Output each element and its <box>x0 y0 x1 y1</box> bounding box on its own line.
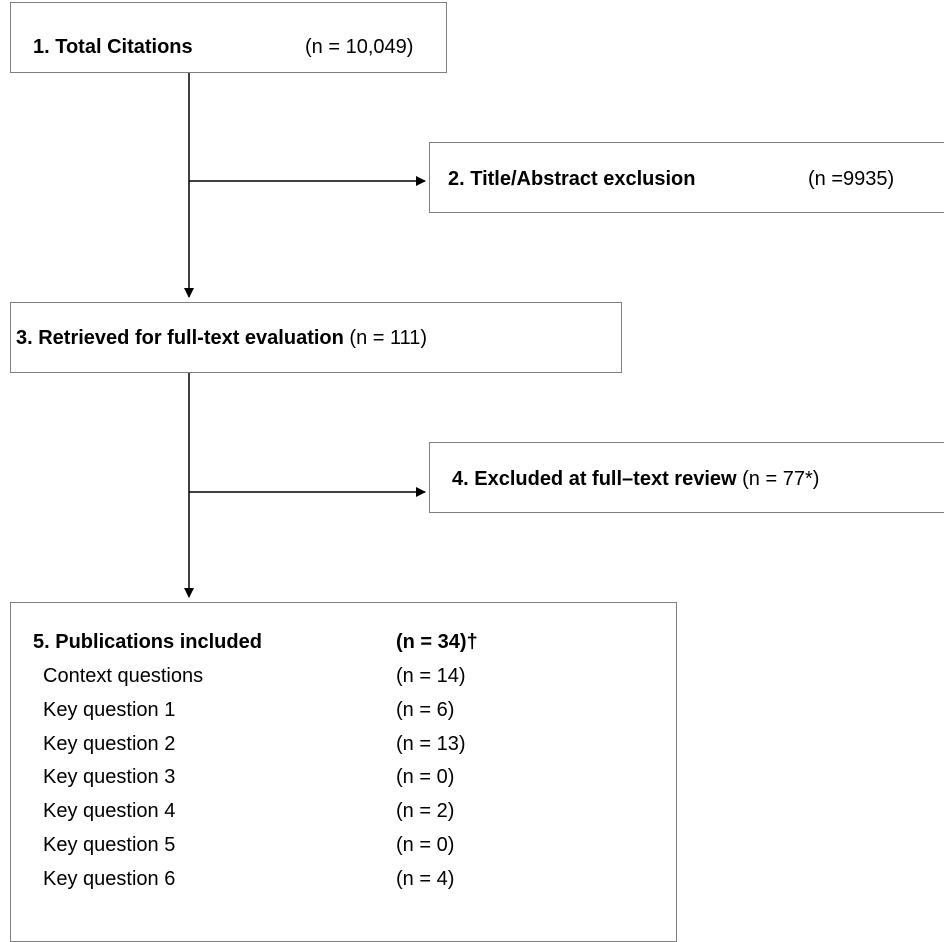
row-label: Key question 2 <box>43 732 176 755</box>
node-count: (n =9935) <box>808 168 895 190</box>
node-label: 2. Title/Abstract exclusion <box>448 168 696 190</box>
row-label: Key question 1 <box>43 698 176 721</box>
row-count: (n = 4) <box>396 867 455 890</box>
row-label: Key question 5 <box>43 834 176 856</box>
row-count: (n = 0) <box>396 766 455 789</box>
row-label: Key question 3 <box>43 766 176 789</box>
node-count: (n = 77*) <box>742 468 820 490</box>
row-label: Key question 6 <box>43 867 176 890</box>
row-label: Context questions <box>43 665 204 687</box>
row-label: Key question 4 <box>43 800 176 823</box>
row-count: (n = 2) <box>396 800 455 823</box>
node-text: 4. Excluded at full–text review (n = 77*… <box>452 467 819 491</box>
row-count: (n = 14) <box>396 665 466 687</box>
node-count: (n = 111) <box>349 327 428 349</box>
node-label: 1. Total Citations <box>33 36 193 58</box>
node-box: 1. Total Citations (n = 10,049) <box>10 2 447 73</box>
node-box: 3. Retrieved for full-text evaluation (n… <box>10 302 622 373</box>
node-text: 3. Retrieved for full-text evaluation (n… <box>16 326 427 350</box>
node-box: 2. Title/Abstract exclusion (n =9935) <box>429 142 944 213</box>
node-label: 3. Retrieved for full-text evaluation <box>16 327 344 349</box>
node-label: 5. Publications included <box>33 631 262 653</box>
row-count: (n = 13) <box>396 732 466 755</box>
node-count: (n = 34)† <box>396 631 478 653</box>
node-box: 5. Publications included (n = 34)† Conte… <box>10 602 677 942</box>
row-count: (n = 6) <box>396 698 455 721</box>
node-box: 4. Excluded at full–text review (n = 77*… <box>429 442 944 513</box>
row-count: (n = 0) <box>396 834 455 856</box>
node-label: 4. Excluded at full–text review <box>452 468 737 490</box>
node-count: (n = 10,049) <box>305 36 414 58</box>
